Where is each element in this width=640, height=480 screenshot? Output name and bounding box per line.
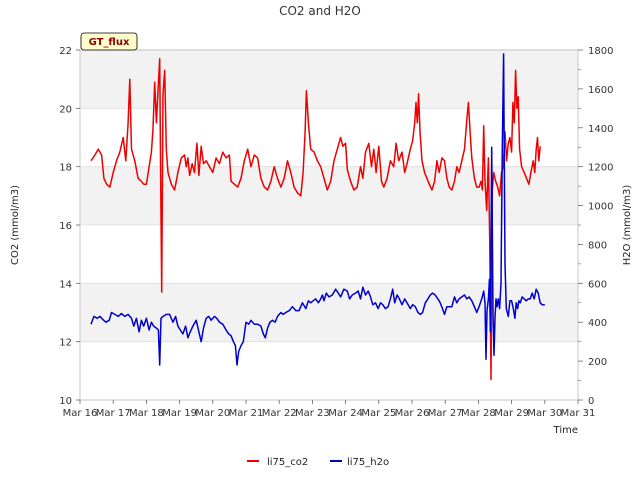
x-tick-label-3: Mar 19	[162, 408, 197, 419]
shaded-band-0	[80, 283, 578, 342]
x-tick-label-13: Mar 29	[494, 408, 529, 419]
badge-box	[80, 32, 138, 51]
legend: li75_co2 li75_h2o	[247, 457, 389, 468]
y-right-tick-label-3: 600	[588, 279, 607, 290]
y-left-tick-label-4: 18	[59, 163, 72, 174]
x-tick-label-6: Mar 22	[262, 408, 297, 419]
y-right-tick-label-1: 200	[588, 357, 607, 368]
x-tick-label-9: Mar 25	[361, 408, 396, 419]
gt-flux-badge: GT_flux	[80, 32, 138, 51]
y-axis-left-label: CO2 (mmol/m3)	[10, 185, 21, 265]
legend-label-h2o: li75_h2o	[347, 457, 389, 468]
x-tick-label-15: Mar 31	[561, 408, 596, 419]
legend-label-co2: li75_co2	[267, 457, 308, 468]
y-right-tick-label-6: 1200	[588, 163, 613, 174]
x-tick-label-2: Mar 18	[129, 408, 164, 419]
x-tick-label-0: Mar 16	[63, 408, 98, 419]
y-left-tick-label-0: 10	[59, 396, 72, 407]
y-right-tick-label-7: 1400	[588, 124, 613, 135]
y-right-tick-label-4: 800	[588, 240, 607, 251]
y-right-tick-label-9: 1800	[588, 46, 613, 57]
x-tick-label-7: Mar 23	[295, 408, 330, 419]
y-right-tick-label-5: 1000	[588, 202, 613, 213]
x-tick-label-5: Mar 21	[229, 408, 264, 419]
x-tick-label-4: Mar 20	[195, 408, 230, 419]
series-line-li75_co2	[90, 58, 541, 381]
y-left-tick-label-1: 12	[59, 338, 72, 349]
x-axis-label: Time	[553, 425, 578, 436]
badge-label: GT_flux	[89, 37, 130, 48]
x-tick-label-11: Mar 27	[428, 408, 463, 419]
x-tick-label-10: Mar 26	[395, 408, 430, 419]
y-right-tick-label-8: 1600	[588, 85, 613, 96]
y-right-tick-label-2: 400	[588, 318, 607, 329]
series-layer	[90, 53, 545, 381]
x-tick-label-14: Mar 30	[527, 408, 562, 419]
shaded-band-1	[80, 166, 578, 225]
x-tick-label-8: Mar 24	[328, 408, 363, 419]
y-left-tick-label-6: 22	[59, 46, 72, 57]
y-left-tick-label-5: 20	[59, 104, 72, 115]
y-right-tick-label-0: 0	[588, 396, 594, 407]
y-left-tick-label-2: 14	[59, 279, 72, 290]
x-tick-label-1: Mar 17	[96, 408, 131, 419]
x-tick-label-12: Mar 28	[461, 408, 496, 419]
y-axis-right-label: H2O (mmol/m3)	[622, 185, 633, 266]
chart-title: CO2 and H2O	[279, 4, 361, 18]
y-left-tick-label-3: 16	[59, 221, 72, 232]
series-line-li75_h2o	[90, 53, 545, 366]
